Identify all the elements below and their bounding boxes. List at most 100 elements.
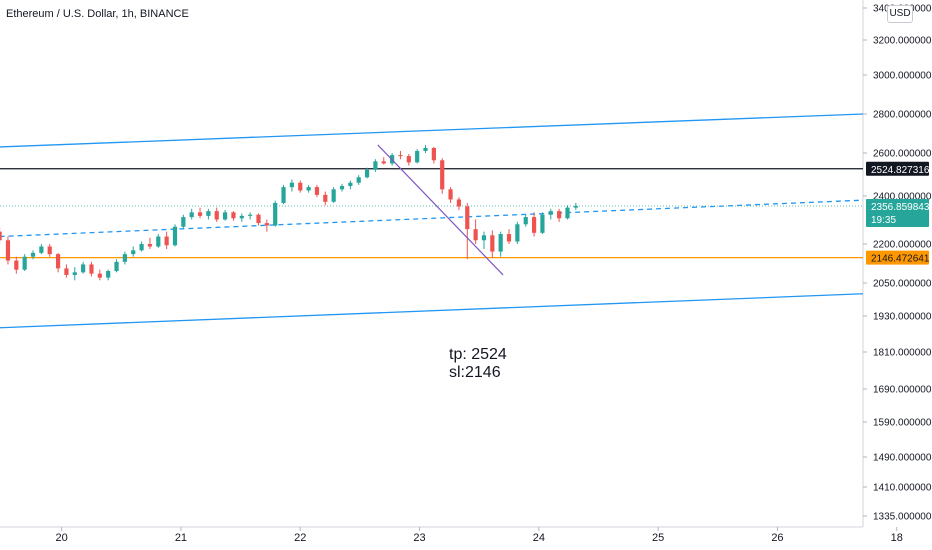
candle-body	[306, 187, 311, 191]
x-tick-label: 26	[771, 532, 783, 544]
y-tick-label: 1490.000000	[873, 453, 932, 464]
candle-body	[481, 235, 487, 241]
candle-body	[498, 234, 503, 252]
tp-price-label: 2524.827316	[871, 165, 930, 176]
x-tick-label: 20	[56, 532, 68, 544]
channel-upper-line	[0, 113, 864, 148]
candle-body	[81, 264, 86, 273]
candle-body	[64, 268, 69, 275]
candle-body	[189, 212, 194, 218]
candle-body	[339, 186, 345, 190]
candle-body	[30, 252, 36, 257]
candle-body	[456, 199, 462, 207]
trendline-drawing	[377, 144, 504, 276]
candle-body	[156, 236, 161, 247]
candle-body	[231, 212, 236, 219]
candlestick-series	[0, 144, 578, 281]
chart-title: Ethereum / U.S. Dollar, 1h, BINANCE	[6, 8, 189, 20]
x-tick-label: 18	[891, 532, 903, 544]
candle-body	[147, 244, 153, 247]
tp-price-label-bg	[866, 161, 929, 176]
candle-body	[222, 212, 228, 220]
price-axis-labels: 2524.827316 2356.859843 19:35 2146.472641	[866, 161, 930, 265]
candle-body	[22, 256, 27, 270]
candle-body	[0, 231, 2, 241]
candle-body	[565, 207, 570, 219]
candle-body	[248, 214, 253, 216]
chart-grid	[0, 0, 864, 528]
candle-body	[406, 156, 411, 163]
price-channel	[0, 113, 864, 329]
candle-body	[540, 214, 545, 233]
candle-body	[364, 169, 370, 178]
candle-body	[239, 215, 244, 219]
candle-body	[573, 205, 578, 208]
candle-body	[314, 187, 320, 195]
candle-body	[281, 187, 286, 203]
x-tick-label: 21	[175, 532, 187, 544]
candle-body	[139, 244, 144, 251]
y-tick-label: 3200.000000	[873, 36, 932, 47]
time-axis[interactable]: 20 21 22 23 24 25 26 18	[56, 527, 903, 544]
sl-price-label: 2146.472641	[871, 254, 930, 265]
candle-body	[264, 223, 269, 226]
price-axis[interactable]: 3400.0000003200.0000003000.0000002800.00…	[863, 4, 932, 523]
candle-body	[47, 246, 52, 255]
candle-body	[172, 226, 178, 246]
y-tick-label: 2400.000000	[873, 192, 932, 203]
candle-body	[331, 189, 336, 202]
y-tick-label: 2600.000000	[873, 149, 932, 160]
candle-body	[122, 254, 127, 262]
y-tick-label: 1690.000000	[873, 385, 932, 396]
candle-body	[289, 182, 294, 188]
take-profit-note: tp: 2524	[449, 346, 507, 363]
candle-body	[415, 150, 420, 163]
candle-body	[523, 217, 528, 225]
candle-body	[298, 182, 303, 191]
candle-body	[5, 240, 11, 261]
candle-body	[39, 246, 44, 253]
sl-price-label-bg	[866, 250, 929, 265]
candle-body	[114, 261, 119, 272]
candle-body	[506, 234, 512, 242]
candle-body	[440, 160, 445, 190]
stop-loss-note: sl:2146	[449, 364, 501, 381]
downtrend-line	[377, 144, 504, 276]
candle-body	[356, 177, 361, 183]
candle-body	[465, 206, 470, 230]
y-tick-label: 2800.000000	[873, 110, 932, 121]
currency-button[interactable]: USD	[887, 5, 913, 23]
candle-body	[381, 161, 386, 164]
x-tick-label: 23	[413, 532, 425, 544]
y-tick-label: 1410.000000	[873, 483, 932, 494]
candle-body	[206, 211, 211, 216]
candle-body	[214, 211, 219, 220]
channel-mid-line	[0, 199, 864, 238]
horizontal-price-lines	[0, 168, 863, 259]
candle-body	[273, 202, 278, 226]
candle-body	[473, 229, 478, 241]
candle-body	[557, 211, 562, 219]
x-tick-label: 24	[533, 532, 545, 544]
candle-body	[14, 260, 19, 270]
candle-body	[448, 189, 453, 200]
candle-body	[106, 271, 111, 278]
candle-body	[490, 235, 495, 252]
candle-body	[515, 224, 520, 242]
y-tick-label: 1335.000000	[873, 512, 932, 523]
x-tick-label: 22	[294, 532, 306, 544]
x-tick-label: 25	[652, 532, 664, 544]
candle-body	[323, 194, 328, 202]
candle-body	[398, 155, 403, 157]
y-tick-label: 3000.000000	[873, 71, 932, 82]
y-tick-label: 1930.000000	[873, 312, 932, 323]
candle-body	[373, 161, 378, 170]
y-tick-label: 2050.000000	[873, 279, 932, 290]
candle-body	[181, 217, 186, 227]
channel-lower-line	[0, 293, 864, 329]
candle-body	[256, 214, 261, 224]
candle-body	[548, 211, 553, 215]
countdown-label: 19:35	[871, 215, 896, 226]
candle-body	[89, 264, 94, 274]
